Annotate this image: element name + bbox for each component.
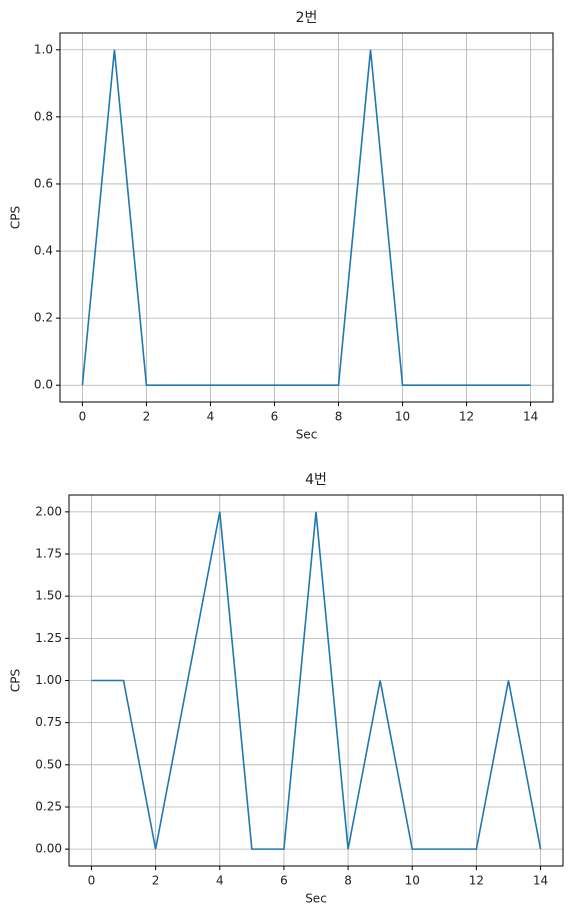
y-tick-label: 1.75 [35,547,62,561]
x-tick-label: 2 [152,874,160,888]
y-tick-label: 0.75 [35,715,62,729]
y-tick-label: 0.50 [35,757,62,771]
x-tick-label: 8 [335,410,343,424]
y-tick-label: 0.2 [34,311,53,325]
y-tick-label: 0.25 [35,799,62,813]
y-axis-label: CPS [9,206,23,229]
plot-frame [68,494,564,867]
y-axis-label: CPS [9,669,23,692]
x-tick-label: 14 [523,410,538,424]
y-tick-label: 0.0 [34,378,53,392]
x-tick-label: 2 [143,410,151,424]
x-tick-label: 0 [88,874,96,888]
y-tick-label: 1.25 [35,631,62,645]
x-tick-label: 8 [344,874,352,888]
y-tick-label: 1.0 [34,42,53,56]
x-tick-label: 10 [405,874,420,888]
x-tick-label: 0 [79,410,87,424]
y-tick-label: 1.00 [35,673,62,687]
chart-title: 2번 [296,10,318,26]
x-axis-label: Sec [296,428,318,442]
y-tick-label: 1.50 [35,589,62,603]
y-tick-label: 0.8 [34,109,53,123]
x-tick-label: 6 [280,874,288,888]
x-tick-label: 10 [395,410,410,424]
x-axis-label: Sec [305,892,327,906]
x-tick-label: 12 [459,410,474,424]
x-tick-label: 12 [469,874,484,888]
chart-title: 4번 [305,472,327,488]
data-line [91,511,542,850]
data-line [81,49,531,387]
y-tick-label: 0.6 [34,176,53,190]
y-tick-label: 2.00 [35,504,62,518]
x-tick-label: 6 [271,410,279,424]
x-tick-label: 14 [533,874,548,888]
y-tick-label: 0.00 [35,842,62,856]
y-tick-label: 0.4 [34,244,53,258]
plot-frame [59,32,554,403]
x-tick-label: 4 [207,410,215,424]
x-tick-label: 4 [216,874,224,888]
